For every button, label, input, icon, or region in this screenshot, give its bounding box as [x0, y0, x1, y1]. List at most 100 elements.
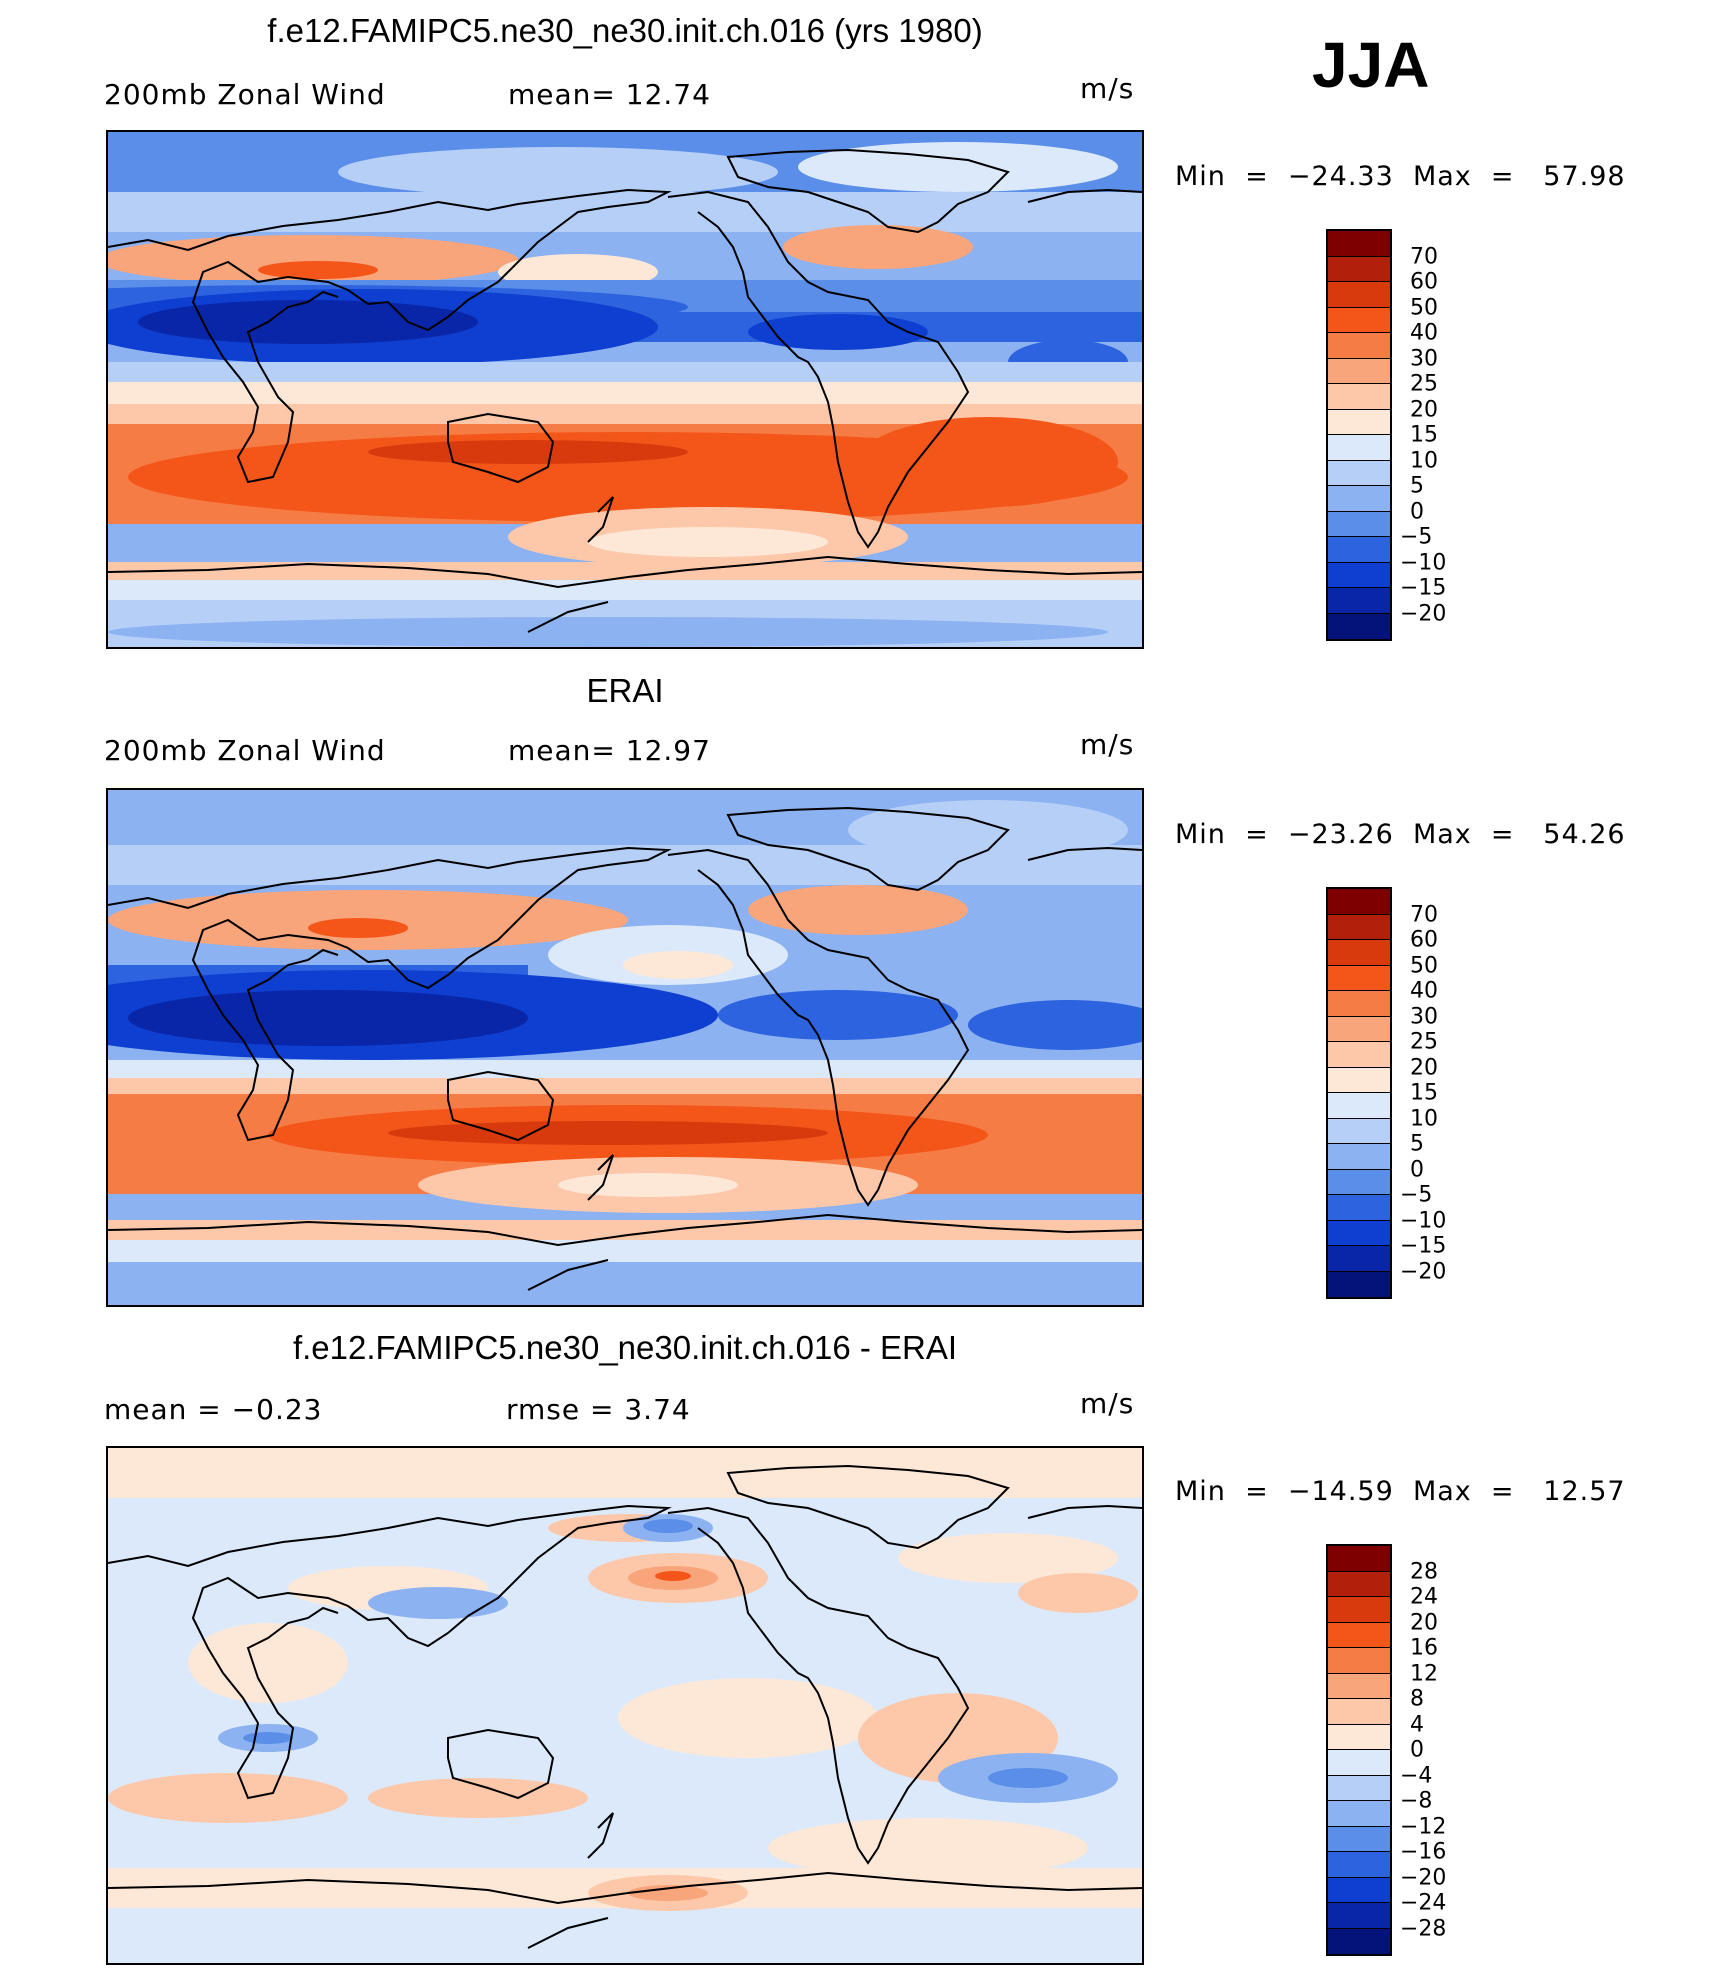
rmse-label: rmse = 3.74 — [506, 1393, 691, 1426]
legend-swatch — [1328, 1724, 1390, 1750]
legend-tick-label: 70 — [1410, 244, 1438, 269]
legend-swatch — [1328, 588, 1390, 614]
legend-tick-label: −15 — [1400, 1233, 1447, 1259]
legend-tick-label: 20 — [1410, 1610, 1438, 1635]
legend-swatch — [1328, 1622, 1390, 1648]
season-label: JJA — [1312, 29, 1430, 101]
map-field — [108, 790, 1142, 1305]
legend-swatch — [1328, 1118, 1390, 1144]
legend-swatch — [1328, 1246, 1390, 1272]
legend-swatch — [1328, 1673, 1390, 1699]
legend-swatch — [1328, 333, 1390, 359]
panel-title: f.e12.FAMIPC5.ne30_ne30.init.ch.016 - ER… — [292, 1329, 958, 1366]
legend-swatch — [1328, 914, 1390, 940]
variable-label: 200mb Zonal Wind — [104, 78, 386, 111]
legend-tick-label: 40 — [1410, 320, 1438, 346]
legend-swatch — [1328, 1546, 1390, 1572]
color-legend — [1326, 887, 1392, 1299]
units-label: m/s — [1080, 72, 1135, 105]
legend-tick-label: 10 — [1410, 1106, 1438, 1131]
legend-tick-label: −15 — [1400, 575, 1447, 601]
legend-swatch — [1328, 384, 1390, 410]
legend-swatch — [1328, 435, 1390, 461]
map-field — [108, 1448, 1142, 1963]
legend-tick-label: −8 — [1400, 1788, 1433, 1814]
minmax-label: Min = −23.26 Max = 54.26 — [1175, 819, 1626, 850]
legend-swatch — [1328, 613, 1390, 639]
legend-tick-label: 0 — [1410, 1737, 1424, 1763]
legend-tick-label: 20 — [1410, 1055, 1438, 1080]
legend-tick-label: 30 — [1410, 1004, 1438, 1029]
legend-swatch — [1328, 231, 1390, 257]
legend-tick-label: −20 — [1400, 1259, 1447, 1284]
legend-swatch — [1328, 1877, 1390, 1903]
legend-tick-label: 10 — [1410, 448, 1438, 473]
legend-swatch — [1328, 1571, 1390, 1597]
legend-tick-label: 60 — [1410, 269, 1438, 295]
legend-swatch — [1328, 409, 1390, 435]
legend-tick-label: 70 — [1410, 902, 1438, 927]
legend-tick-label: 15 — [1410, 422, 1438, 448]
legend-swatch — [1328, 511, 1390, 537]
legend-swatch — [1328, 562, 1390, 588]
minmax-label: Min = −14.59 Max = 12.57 — [1175, 1476, 1626, 1507]
legend-tick-label: 50 — [1410, 953, 1438, 978]
legend-swatch — [1328, 282, 1390, 308]
legend-tick-label: 12 — [1410, 1661, 1438, 1686]
mean-label: mean= 12.74 — [508, 78, 711, 111]
legend-tick-label: 8 — [1410, 1686, 1424, 1712]
legend-tick-label: −28 — [1400, 1916, 1447, 1941]
units-label: m/s — [1080, 728, 1135, 761]
legend-swatch — [1328, 1144, 1390, 1170]
legend-tick-label: 24 — [1410, 1584, 1438, 1610]
legend-tick-label: −10 — [1400, 1208, 1447, 1233]
legend-tick-label: 20 — [1410, 397, 1438, 422]
legend-tick-label: 50 — [1410, 295, 1438, 320]
legend-swatch — [1328, 1042, 1390, 1068]
legend-swatch — [1328, 1093, 1390, 1119]
legend-tick-label: 40 — [1410, 978, 1438, 1004]
legend-swatch — [1328, 1169, 1390, 1195]
legend-swatch — [1328, 486, 1390, 512]
legend-swatch — [1328, 940, 1390, 966]
legend-swatch — [1328, 1903, 1390, 1929]
map-plot — [106, 788, 1144, 1307]
legend-tick-label: 25 — [1410, 371, 1438, 397]
legend-swatch — [1328, 1852, 1390, 1878]
legend-swatch — [1328, 1826, 1390, 1852]
legend-tick-label: −4 — [1400, 1763, 1433, 1788]
legend-swatch — [1328, 256, 1390, 282]
legend-tick-label: 5 — [1410, 473, 1424, 499]
units-label: m/s — [1080, 1387, 1135, 1420]
legend-tick-label: 25 — [1410, 1029, 1438, 1055]
legend-tick-label: 4 — [1410, 1712, 1424, 1737]
legend-swatch — [1328, 307, 1390, 333]
legend-swatch — [1328, 1195, 1390, 1221]
legend-tick-label: −16 — [1400, 1839, 1447, 1865]
legend-tick-label: −24 — [1400, 1890, 1447, 1916]
panel-title: f.e12.FAMIPC5.ne30_ne30.init.ch.016 (yrs… — [267, 12, 983, 49]
legend-tick-label: −12 — [1400, 1814, 1447, 1839]
legend-swatch — [1328, 889, 1390, 915]
legend-tick-label: −5 — [1400, 524, 1433, 550]
legend-tick-label: 16 — [1410, 1635, 1438, 1661]
map-plot — [106, 1446, 1144, 1965]
legend-swatch — [1328, 965, 1390, 991]
legend-tick-label: 5 — [1410, 1131, 1424, 1157]
color-legend — [1326, 1544, 1392, 1956]
legend-tick-label: −20 — [1400, 601, 1447, 626]
legend-tick-label: 0 — [1410, 1157, 1424, 1182]
legend-swatch — [1328, 1016, 1390, 1042]
legend-swatch — [1328, 1597, 1390, 1623]
map-plot — [106, 130, 1144, 649]
minmax-label: Min = −24.33 Max = 57.98 — [1175, 161, 1626, 192]
panel-title: ERAI — [586, 672, 664, 709]
legend-tick-label: 60 — [1410, 927, 1438, 953]
legend-swatch — [1328, 991, 1390, 1017]
legend-swatch — [1328, 1775, 1390, 1801]
legend-swatch — [1328, 1928, 1390, 1954]
legend-tick-label: −5 — [1400, 1182, 1433, 1208]
legend-tick-label: 15 — [1410, 1080, 1438, 1106]
mean-label: mean= 12.97 — [508, 734, 711, 767]
diff-mean-label: mean = −0.23 — [104, 1393, 323, 1426]
